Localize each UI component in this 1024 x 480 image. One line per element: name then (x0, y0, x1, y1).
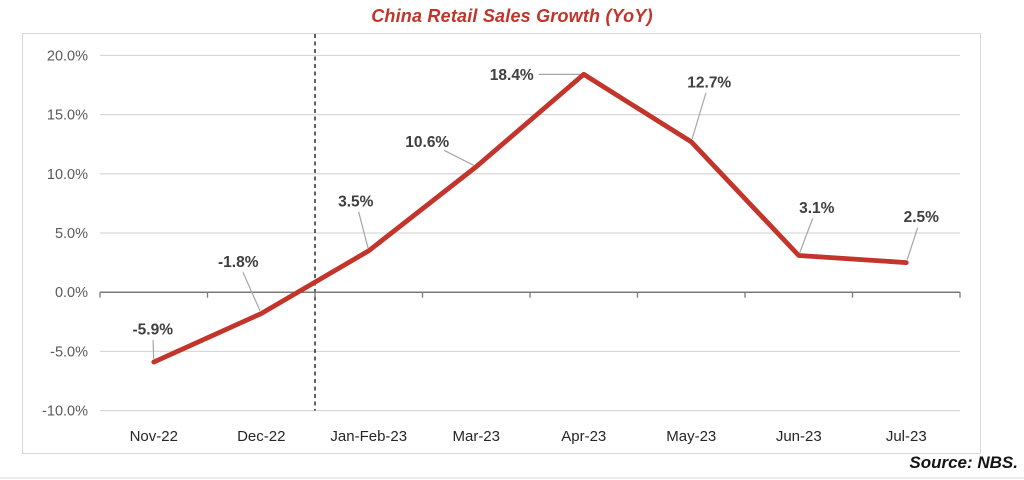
data-label: 12.7% (687, 74, 731, 91)
x-tick-label: Jan-Feb-23 (330, 428, 407, 445)
x-tick-label: Nov-22 (130, 428, 178, 445)
y-tick-label: 15.0% (47, 108, 88, 124)
chart-title: China Retail Sales Growth (YoY) (371, 6, 653, 26)
leader-line (358, 211, 369, 249)
source-note: Source: NBS. (909, 453, 1018, 472)
y-tick-label: 20.0% (47, 48, 88, 64)
leader-line (242, 272, 261, 312)
y-tick-label: -10.0% (42, 404, 88, 420)
leader-line (152, 340, 155, 360)
x-tick-label: Mar-23 (452, 428, 500, 445)
data-label: -5.9% (133, 322, 174, 339)
data-label: 3.5% (338, 193, 374, 210)
x-axis-labels: Nov-22 Dec-22 Jan-Feb-23 Mar-23 Apr-23 May-23… (130, 428, 927, 445)
series-line (151, 71, 909, 365)
label-leader-lines (152, 73, 919, 360)
x-tick-label: Apr-23 (561, 428, 606, 445)
y-tick-label: 5.0% (55, 226, 88, 242)
x-tick-label: May-23 (666, 428, 716, 445)
y-tick-label: 0.0% (55, 285, 88, 301)
data-label: 18.4% (490, 67, 534, 84)
bottom-divider (0, 477, 1024, 479)
x-axis (99, 291, 961, 298)
x-tick-label: Jun-23 (776, 428, 822, 445)
leader-line (691, 92, 707, 140)
data-labels: -5.9% -1.8% 3.5% 10.6% 18.4% 12.7% 3.1% 2.5% (133, 67, 940, 339)
leader-line (443, 149, 474, 166)
x-tick-label: Dec-22 (237, 428, 285, 445)
y-tick-label: 10.0% (47, 167, 88, 183)
y-tick-label: -5.0% (50, 344, 88, 360)
gridlines (100, 54, 960, 412)
plot-border-box (22, 33, 981, 454)
y-axis-labels: 20.0% 15.0% 10.0% 5.0% 0.0% -5.0% -10.0% (42, 48, 88, 419)
leader-line (799, 218, 814, 253)
x-tick-label: Jul-23 (886, 428, 927, 445)
data-label: -1.8% (218, 254, 259, 271)
data-label: 3.1% (799, 200, 835, 217)
leader-line (906, 227, 919, 260)
data-label: 2.5% (904, 209, 940, 226)
data-label: 10.6% (405, 134, 449, 151)
